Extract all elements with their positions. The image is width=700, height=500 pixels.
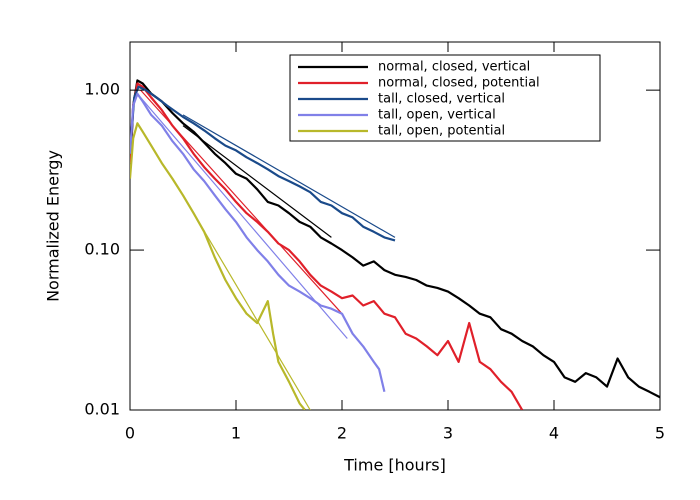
x-tick-label: 2 [337, 424, 347, 443]
x-tick-label: 0 [125, 424, 135, 443]
x-axis-label: Time [hours] [343, 456, 446, 475]
x-tick-label: 1 [231, 424, 241, 443]
legend-label: tall, closed, vertical [378, 92, 505, 107]
plot-frame [129, 41, 661, 411]
legend-label: normal, closed, vertical [378, 60, 530, 75]
x-tick-label: 3 [443, 424, 453, 443]
x-tick-label: 5 [655, 424, 665, 443]
y-axis-label: Normalized Energy [44, 150, 63, 302]
series-line [130, 122, 306, 410]
legend-label: tall, open, potential [378, 124, 505, 139]
fit-line [182, 114, 396, 238]
series-line [130, 85, 396, 242]
fit-line [140, 97, 348, 339]
y-tick-label: 0.10 [84, 240, 120, 259]
series-line [130, 82, 524, 410]
legend-label: normal, closed, potential [378, 76, 540, 91]
legend-label: tall, open, vertical [378, 108, 496, 123]
data-lines [130, 79, 660, 410]
x-tick-label: 4 [549, 424, 559, 443]
series-line [130, 79, 660, 399]
y-tick-label: 0.01 [84, 400, 120, 419]
fit-line [182, 125, 332, 238]
series-line [130, 92, 386, 393]
y-tick-label: 1.00 [84, 80, 120, 99]
